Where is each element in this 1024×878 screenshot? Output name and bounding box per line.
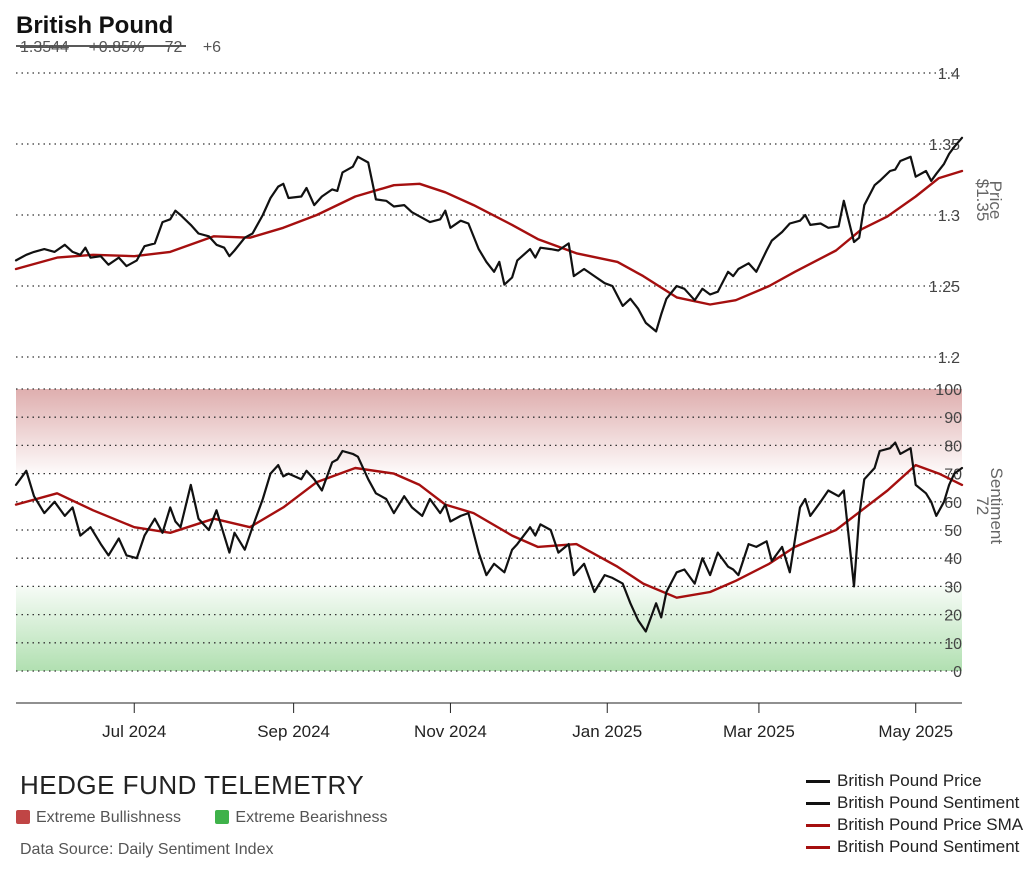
sentiment-tick-label: 90 — [944, 410, 962, 427]
sentiment-sma-line — [14, 463, 964, 599]
x-tick-label: Sep 2024 — [257, 722, 330, 741]
sentiment-tick-label: 60 — [944, 495, 962, 512]
legend-item[interactable]: British Pound Price — [806, 770, 1024, 792]
zone-label: Extreme Bullishness — [36, 809, 181, 826]
price-sma-line — [14, 169, 964, 306]
legend-label: British Pound Sentiment SMA — [837, 837, 1024, 856]
brand-name: HEDGE FUND TELEMETRY — [20, 770, 365, 800]
zone-key: Extreme Bullishness Extreme Bearishness — [16, 809, 417, 827]
zone-label: Extreme Bearishness — [235, 809, 388, 826]
price-axis-value: $1.35 — [973, 179, 992, 222]
chart-canvas: 1.21.251.31.351.40102030405060708090100J… — [14, 45, 1006, 741]
sentiment-tick-label: 20 — [944, 608, 962, 625]
quote-line: 1.3544 +0.85% 72 +6 — [20, 39, 237, 57]
legend-label: British Pound Sentiment — [837, 793, 1020, 812]
sentiment-tick-label: 80 — [944, 438, 962, 455]
sentiment-tick-label: 50 — [944, 523, 962, 540]
legend-label: British Pound Price — [837, 771, 982, 790]
sentiment-axis-title: Sentiment — [987, 468, 1006, 545]
chart-title: British Pound — [16, 12, 174, 39]
price-tick-label: 1.4 — [938, 66, 960, 83]
x-tick-label: Jan 2025 — [572, 722, 642, 741]
zone-key-bearish: Extreme Bearishness — [215, 809, 387, 827]
legend-line-icon — [806, 846, 830, 850]
legend-label: British Pound Price SMA — [837, 815, 1024, 834]
x-tick-label: Jul 2024 — [102, 722, 166, 741]
extreme-bearishness-zone — [16, 586, 962, 671]
legend-line-icon — [806, 780, 830, 784]
extreme-bullishness-zone — [16, 389, 962, 474]
sentiment-tick-label: 100 — [935, 382, 962, 399]
sentiment-tick-label: 0 — [953, 664, 962, 681]
legend-line-icon — [806, 824, 830, 828]
change-percent: +0.85% — [89, 39, 145, 56]
zone-key-bullish: Extreme Bullishness — [16, 809, 181, 827]
data-source: Data Source: Daily Sentiment Index — [20, 841, 274, 858]
sentiment-line — [14, 441, 964, 633]
sentiment-axis-value: 72 — [973, 496, 992, 515]
x-tick-label: Nov 2024 — [414, 722, 487, 741]
sentiment-change: +6 — [202, 39, 222, 56]
legend-line-icon — [806, 802, 830, 806]
x-tick-label: Mar 2025 — [723, 722, 795, 741]
price-axis-title: Price — [986, 181, 1005, 220]
price-tick-label: 1.2 — [938, 350, 960, 367]
legend-item[interactable]: British Pound Sentiment SMA — [806, 836, 1024, 858]
bullish-swatch — [16, 810, 30, 824]
legend-item[interactable]: British Pound Sentiment — [806, 792, 1024, 814]
legend-item[interactable]: British Pound Price SMA — [806, 814, 1024, 836]
sentiment-value: 72 — [164, 39, 183, 56]
sentiment-tick-label: 40 — [944, 551, 962, 568]
legend: British Pound Price British Pound Sentim… — [806, 770, 1024, 858]
price-tick-label: 1.25 — [929, 279, 960, 296]
price-tick-label: 1.3 — [938, 208, 960, 225]
sentiment-tick-label: 10 — [944, 636, 962, 653]
price-line — [14, 136, 964, 333]
last-price: 1.3544 — [20, 39, 69, 56]
x-tick-label: May 2025 — [878, 722, 953, 741]
bearish-swatch — [215, 810, 230, 824]
sentiment-tick-label: 30 — [944, 579, 962, 596]
